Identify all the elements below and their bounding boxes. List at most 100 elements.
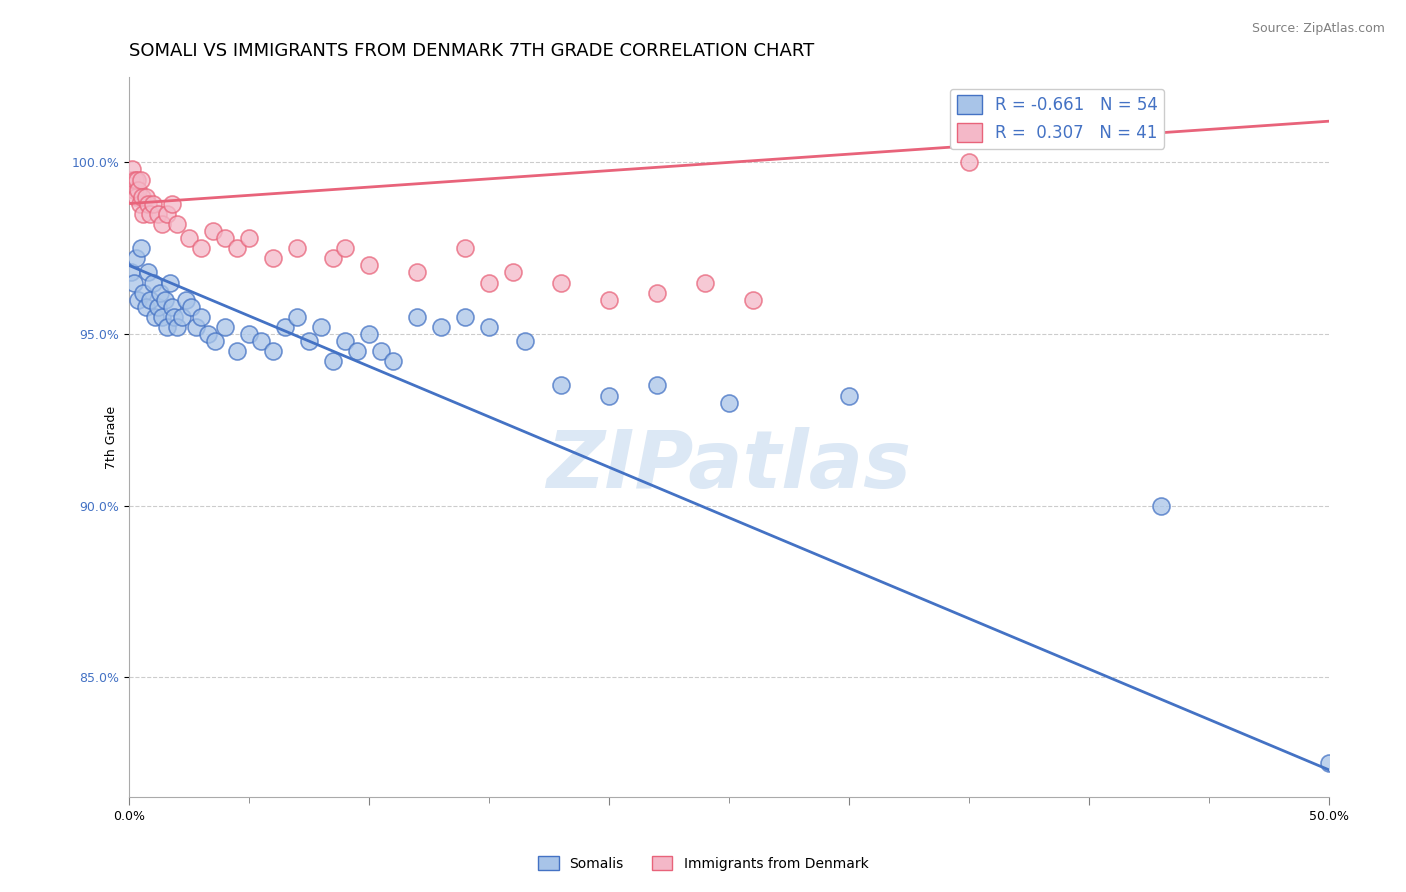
Point: [741, 293, 763, 307]
Point: [166, 217, 188, 231]
Point: [190, 241, 212, 255]
Point: [135, 300, 157, 314]
Point: [262, 252, 284, 266]
Point: [478, 276, 501, 290]
Point: [838, 389, 860, 403]
Legend: R = -0.661   N = 54, R =  0.307   N = 41: R = -0.661 N = 54, R = 0.307 N = 41: [950, 88, 1164, 149]
Point: [177, 231, 200, 245]
Point: [143, 310, 166, 324]
Point: [333, 241, 356, 255]
Point: [405, 310, 427, 324]
Point: [132, 285, 155, 300]
Point: [120, 265, 142, 279]
Point: [125, 190, 148, 204]
Point: [122, 183, 145, 197]
Point: [131, 190, 153, 204]
Point: [214, 231, 236, 245]
Text: SOMALI VS IMMIGRANTS FROM DENMARK 7TH GRADE CORRELATION CHART: SOMALI VS IMMIGRANTS FROM DENMARK 7TH GR…: [129, 42, 814, 60]
Point: [146, 207, 169, 221]
Point: [146, 300, 169, 314]
Point: [142, 276, 165, 290]
Point: [139, 207, 162, 221]
Point: [370, 344, 392, 359]
Point: [717, 395, 740, 409]
Point: [128, 196, 150, 211]
Point: [478, 320, 501, 334]
Point: [184, 320, 207, 334]
Point: [122, 276, 145, 290]
Point: [274, 320, 297, 334]
Point: [430, 320, 453, 334]
Point: [129, 172, 152, 186]
Point: [322, 252, 344, 266]
Point: [190, 310, 212, 324]
Point: [156, 207, 179, 221]
Point: [405, 265, 427, 279]
Point: [238, 326, 260, 341]
Point: [357, 326, 380, 341]
Point: [454, 241, 477, 255]
Point: [201, 224, 224, 238]
Point: [346, 344, 368, 359]
Point: [166, 320, 188, 334]
Point: [381, 354, 404, 368]
Point: [136, 196, 159, 211]
Point: [127, 183, 149, 197]
Point: [132, 207, 155, 221]
Point: [139, 293, 162, 307]
Point: [502, 265, 524, 279]
Point: [693, 276, 716, 290]
Point: [160, 196, 183, 211]
Point: [124, 172, 146, 186]
Point: [250, 334, 273, 348]
Point: [153, 293, 176, 307]
Point: [262, 344, 284, 359]
Point: [180, 300, 202, 314]
Point: [127, 172, 149, 186]
Point: [1317, 756, 1340, 770]
Point: [152, 310, 174, 324]
Point: [357, 258, 380, 272]
Point: [136, 265, 159, 279]
Text: ZIPatlas: ZIPatlas: [547, 426, 911, 505]
Point: [129, 241, 152, 255]
Point: [125, 252, 148, 266]
Point: [121, 162, 143, 177]
Point: [163, 310, 186, 324]
Point: [142, 196, 165, 211]
Point: [204, 334, 226, 348]
Point: [550, 276, 572, 290]
Point: [1150, 499, 1173, 513]
Point: [149, 285, 172, 300]
Point: [160, 300, 183, 314]
Point: [225, 241, 247, 255]
Point: [156, 320, 179, 334]
Y-axis label: 7th Grade: 7th Grade: [104, 405, 118, 468]
Point: [120, 172, 142, 186]
Point: [197, 326, 219, 341]
Point: [645, 378, 668, 392]
Point: [135, 190, 157, 204]
Point: [214, 320, 236, 334]
Point: [645, 285, 668, 300]
Point: [550, 378, 572, 392]
Point: [598, 389, 620, 403]
Point: [152, 217, 174, 231]
Point: [333, 334, 356, 348]
Point: [127, 293, 149, 307]
Point: [309, 320, 332, 334]
Point: [176, 293, 198, 307]
Point: [170, 310, 193, 324]
Point: [957, 155, 980, 169]
Point: [285, 241, 308, 255]
Point: [598, 293, 620, 307]
Point: [298, 334, 321, 348]
Point: [225, 344, 247, 359]
Legend: Somalis, Immigrants from Denmark: Somalis, Immigrants from Denmark: [531, 850, 875, 876]
Point: [454, 310, 477, 324]
Point: [159, 276, 181, 290]
Text: Source: ZipAtlas.com: Source: ZipAtlas.com: [1251, 22, 1385, 36]
Point: [322, 354, 344, 368]
Point: [513, 334, 536, 348]
Point: [285, 310, 308, 324]
